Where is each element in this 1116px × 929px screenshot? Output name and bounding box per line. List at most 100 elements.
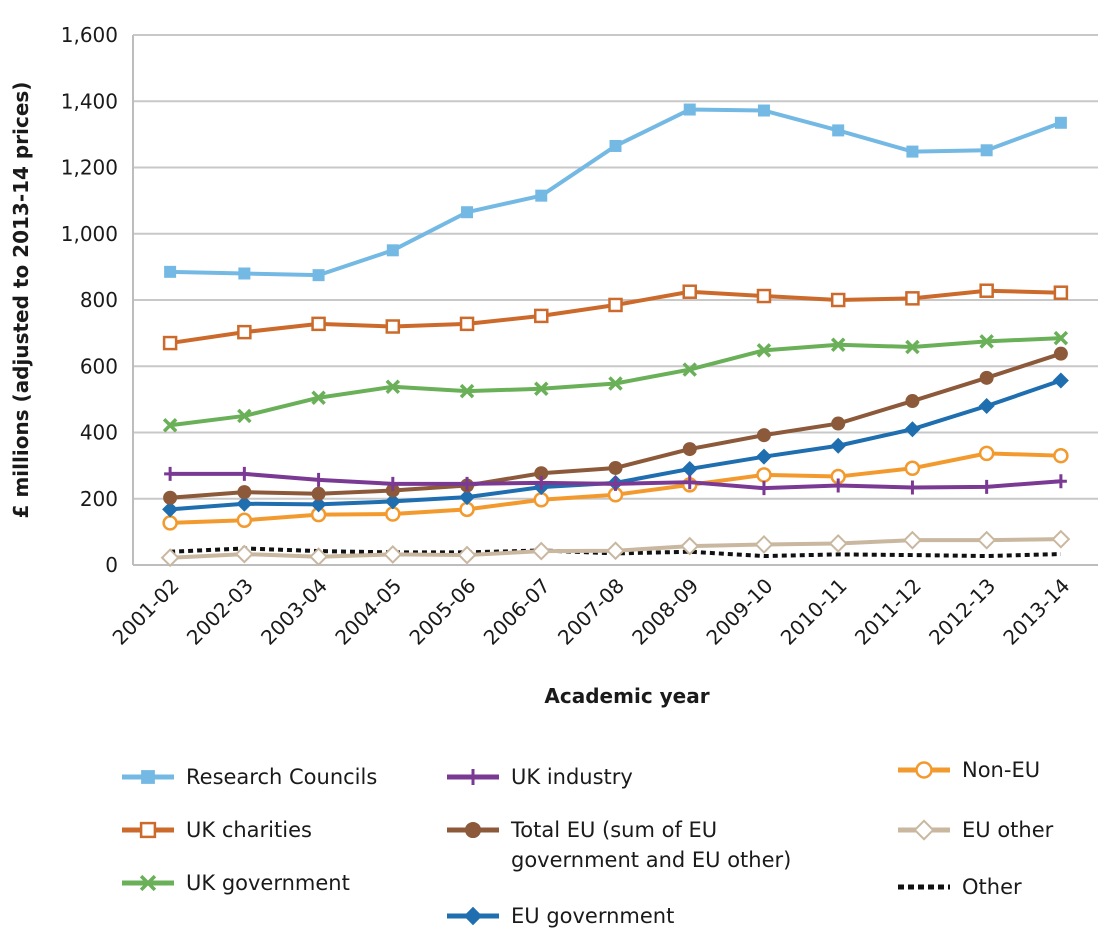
data-point: [830, 292, 846, 308]
data-point: [461, 206, 474, 219]
data-point: [757, 104, 770, 117]
data-point: [160, 548, 180, 568]
x-tick-label: 2011-12: [850, 574, 926, 650]
y-tick-label: 1,400: [61, 89, 118, 113]
data-point: [385, 379, 401, 395]
y-axis-title: £ millions (adjusted to 2013-14 prices): [9, 82, 33, 519]
data-point: [904, 460, 921, 477]
legend-marker: [464, 821, 482, 839]
data-point: [906, 145, 919, 158]
data-point: [164, 466, 177, 481]
data-point: [534, 308, 549, 324]
legend-label: Research Councils: [186, 765, 377, 789]
x-tick-label: 2002-03: [182, 574, 258, 650]
data-point: [386, 476, 399, 491]
data-point: [311, 390, 326, 405]
data-point: [683, 475, 696, 490]
data-point: [162, 417, 178, 433]
x-tick-label: 2009-10: [701, 574, 777, 650]
data-point: [830, 337, 846, 352]
legend-item: UK charities: [122, 818, 312, 842]
data-point: [978, 445, 995, 462]
x-tick-label: 2001-02: [108, 574, 184, 650]
data-point: [533, 491, 550, 508]
data-point: [385, 319, 401, 334]
data-point: [906, 480, 919, 495]
legend-item: EU government: [447, 904, 674, 928]
data-point: [386, 244, 399, 257]
legend-label: UK government: [186, 871, 350, 895]
legend-label: EU government: [511, 904, 674, 928]
data-point: [756, 343, 772, 358]
y-tick-label: 1,200: [61, 156, 118, 180]
legend-item: Research Councils: [122, 765, 377, 789]
y-tick-label: 600: [80, 354, 118, 378]
data-point: [608, 297, 623, 313]
data-point: [384, 493, 401, 510]
data-point: [459, 316, 475, 332]
data-point: [234, 544, 254, 564]
data-point: [978, 398, 995, 414]
x-tick-label: 2005-06: [405, 574, 481, 650]
data-point: [1054, 116, 1067, 129]
legend-item: Non-EU: [898, 758, 1040, 782]
data-point: [832, 478, 845, 493]
data-point: [162, 501, 179, 518]
data-point: [531, 541, 551, 561]
legend-item: UK industry: [447, 765, 633, 789]
data-point: [755, 448, 772, 465]
series-eu-other: [160, 529, 1071, 568]
data-point: [1053, 330, 1069, 346]
data-point: [609, 139, 622, 152]
legend-marker: [141, 770, 155, 784]
data-point: [1051, 529, 1071, 549]
data-point: [237, 324, 252, 340]
legend-label: EU other: [962, 818, 1054, 842]
data-point: [608, 460, 623, 475]
data-point: [756, 467, 772, 483]
data-point: [682, 362, 697, 377]
data-point: [905, 339, 920, 355]
data-point: [903, 530, 922, 550]
x-tick-label: 2003-04: [256, 574, 332, 650]
data-point: [534, 381, 549, 397]
data-point: [757, 481, 770, 496]
legend-marker: [913, 819, 935, 841]
legend-item: Total EU (sum of EU government and EU oth…: [447, 818, 791, 872]
data-point: [461, 476, 474, 491]
data-point: [311, 316, 326, 332]
x-tick-label: 2013-14: [998, 574, 1074, 650]
data-point: [459, 489, 476, 506]
data-point: [830, 437, 847, 454]
x-axis-title: Academic year: [544, 684, 709, 708]
legend-label: Non-EU: [962, 758, 1040, 782]
data-point: [979, 334, 994, 349]
data-point: [383, 544, 403, 564]
legend: Research Councils UK charities UK governme…: [122, 758, 1054, 928]
x-tick-label: 2004-05: [330, 574, 406, 650]
data-point: [1054, 474, 1067, 489]
y-tick-label: 200: [80, 487, 118, 511]
data-point: [164, 265, 177, 278]
y-tick-label: 1,000: [61, 222, 118, 246]
data-point: [831, 416, 846, 431]
data-point: [980, 479, 993, 494]
data-point: [979, 283, 994, 298]
data-point: [905, 394, 920, 409]
data-point: [236, 512, 253, 529]
series-line: [170, 107, 1062, 278]
series-non-eu: [162, 445, 1069, 531]
series-research-councils: [164, 103, 1067, 282]
data-point: [608, 376, 623, 391]
legend-item: Other: [898, 875, 1022, 899]
data-point: [754, 535, 774, 554]
data-point: [682, 442, 697, 457]
data-point: [977, 530, 997, 550]
data-point: [162, 515, 178, 531]
legend-marker: [139, 874, 157, 892]
data-point: [237, 485, 252, 500]
data-point: [979, 370, 994, 385]
data-point: [310, 496, 327, 513]
gridlines: [133, 34, 1098, 500]
